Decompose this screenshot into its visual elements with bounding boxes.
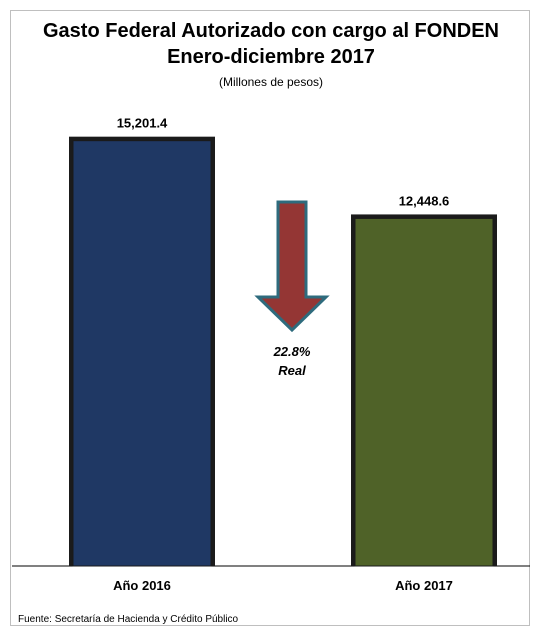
category-label-a-o-2016: Año 2016 (113, 578, 171, 593)
bar-a-o-2017 (354, 217, 494, 567)
annotation-real: Real (278, 363, 306, 378)
chart-unit-note: (Millones de pesos) (218, 75, 324, 89)
annotation-percent: 22.8% (273, 344, 311, 359)
down-arrow-icon (254, 200, 330, 333)
bar-a-o-2016 (72, 140, 212, 567)
value-label-a-o-2016: 15,201.4 (117, 116, 168, 131)
value-label-a-o-2017: 12,448.6 (399, 193, 450, 208)
chart-title: Gasto Federal Autorizado con cargo al FO… (43, 20, 499, 42)
source-note: Fuente: Secretaría de Hacienda y Crédito… (18, 614, 239, 625)
chart-subtitle: Enero-diciembre 2017 (167, 46, 375, 68)
chart-frame (10, 10, 530, 626)
category-label-a-o-2017: Año 2017 (395, 578, 453, 593)
